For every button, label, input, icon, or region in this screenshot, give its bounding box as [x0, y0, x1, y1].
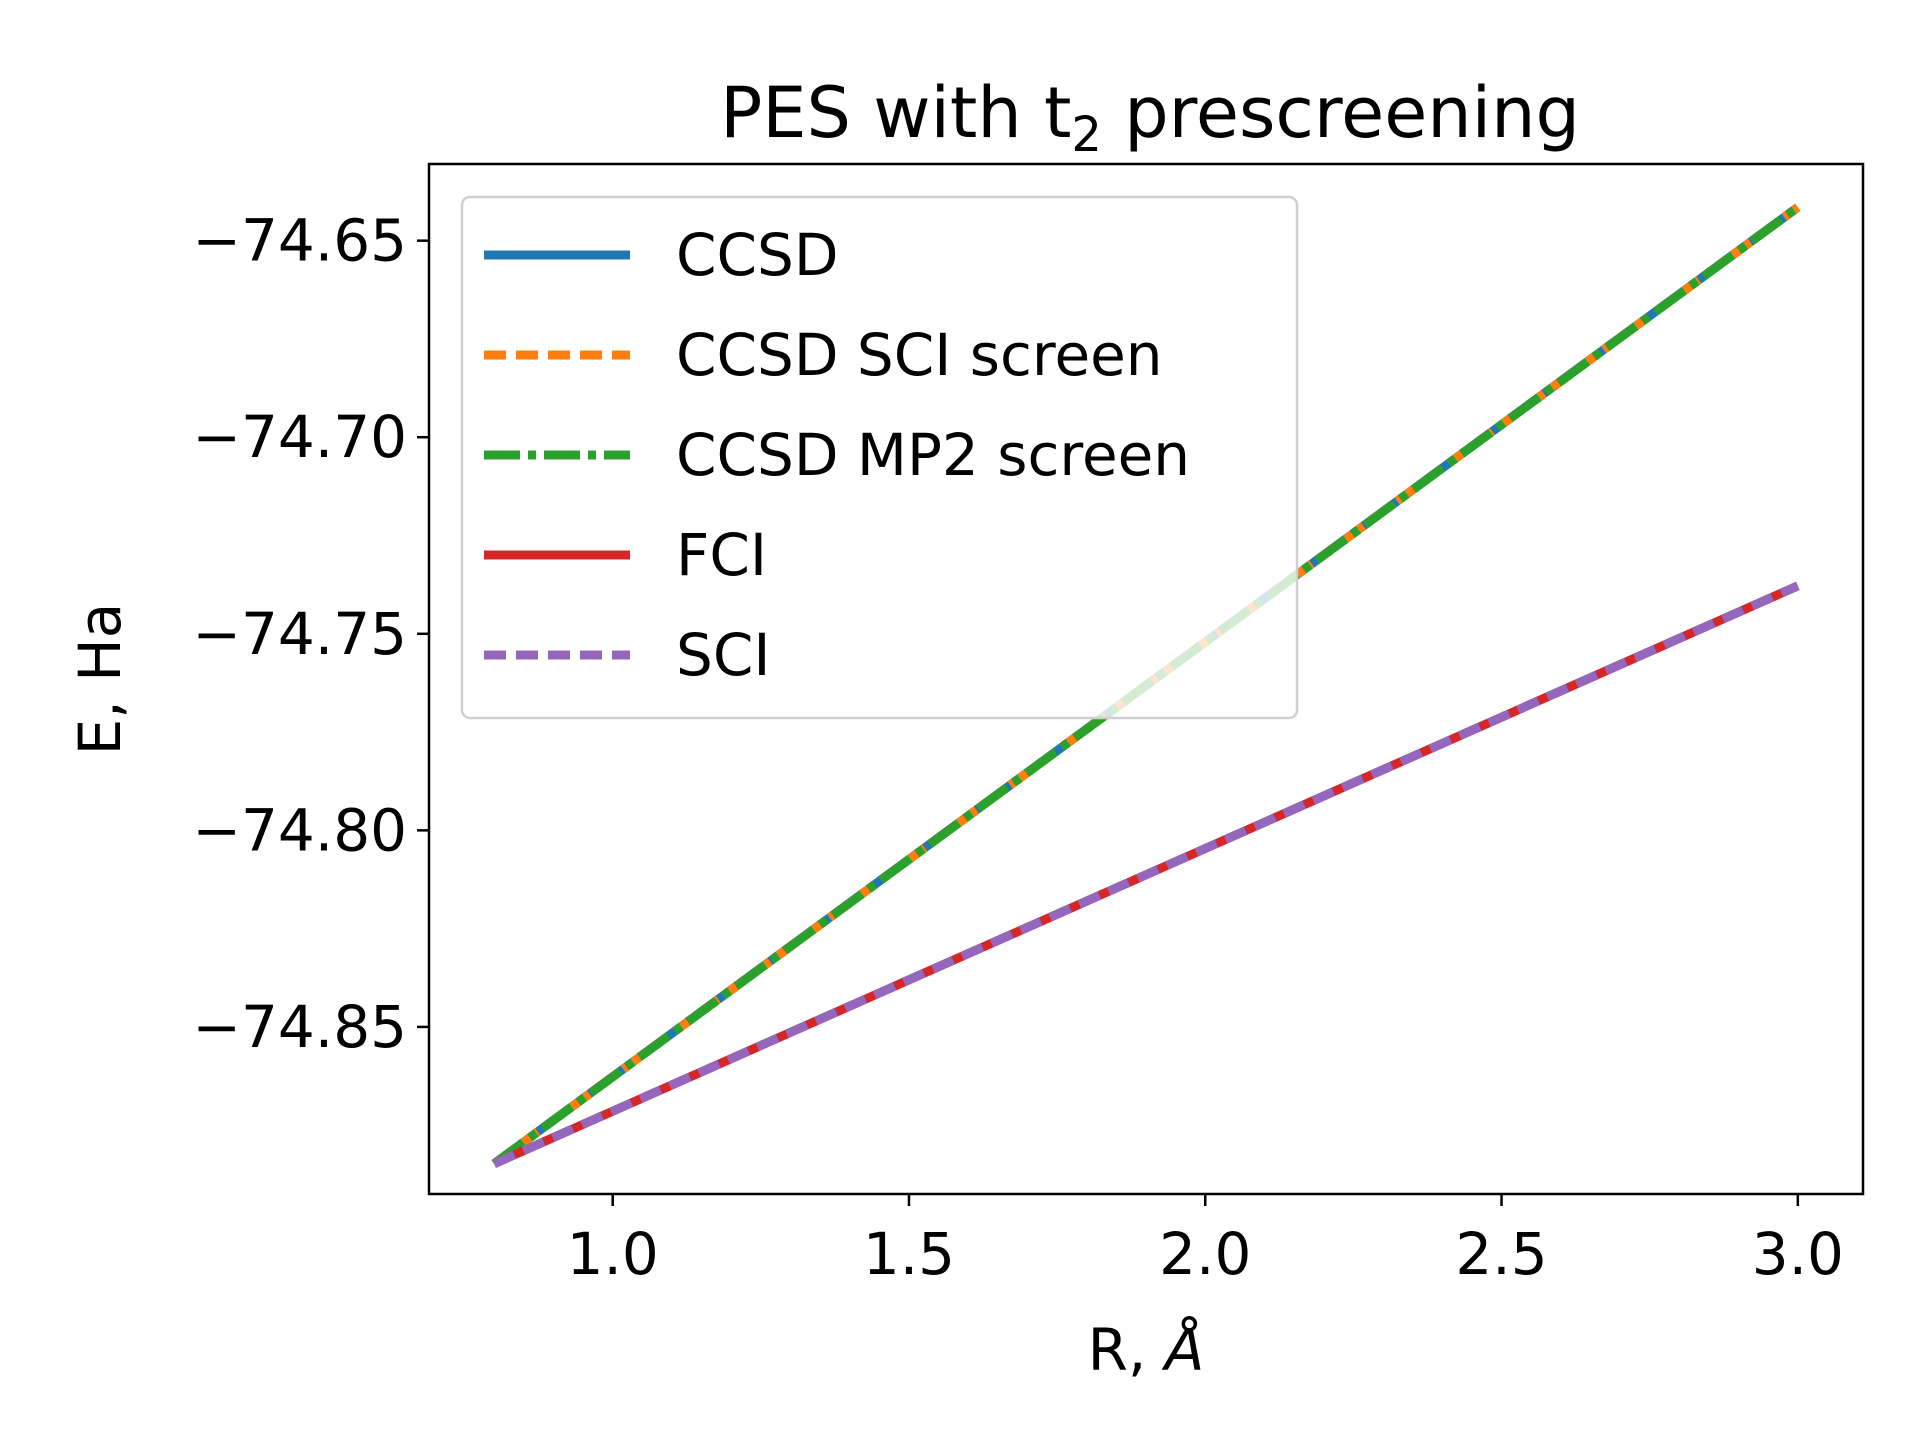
x-tick-label: 2.0	[1159, 1220, 1251, 1288]
legend-label-2: CCSD SCI screen	[676, 321, 1163, 389]
x-tick-label: 1.0	[567, 1220, 659, 1288]
y-tick-label: −74.80	[192, 796, 407, 864]
x-axis-ticks: 1.0 1.5 2.0 2.5 3.0	[567, 1194, 1844, 1288]
y-axis-ticks: −74.65 −74.70 −74.75 −74.80 −74.85	[192, 207, 429, 1061]
chart-title-subscript: 2	[1071, 107, 1102, 163]
legend-label-1: CCSD	[676, 221, 838, 289]
legend-label-4: FCI	[676, 521, 767, 589]
y-tick-label: −74.75	[192, 600, 407, 668]
legend-label-3: CCSD MP2 screen	[676, 421, 1190, 489]
chart-title-rest: prescreening	[1102, 72, 1580, 154]
y-tick-label: −74.70	[192, 403, 407, 471]
legend: CCSD CCSD SCI screen CCSD MP2 screen FCI SCI	[460, 195, 1299, 720]
x-axis-label-main: R,	[1088, 1316, 1165, 1384]
x-tick-label: 1.5	[863, 1220, 955, 1288]
x-axis-label-unit: Å	[1161, 1315, 1205, 1384]
y-tick-label: −74.65	[192, 207, 407, 275]
plot-border	[427, 162, 1865, 1196]
y-tick-label: −74.85	[192, 993, 407, 1061]
series-line-5	[492, 581, 1800, 1168]
chart-title-main: PES with t	[720, 72, 1071, 154]
x-axis-label: R, Å	[1088, 1315, 1205, 1384]
chart-title: PES with t2 prescreening	[720, 72, 1580, 163]
x-tick-label: 2.5	[1455, 1220, 1547, 1288]
y-axis-label: E, Ha	[66, 603, 134, 756]
legend-box	[460, 195, 1299, 720]
legend-items: CCSD CCSD SCI screen CCSD MP2 screen FCI SCI	[484, 221, 1190, 689]
legend-label-5: SCI	[676, 621, 770, 689]
x-tick-label: 3.0	[1752, 1220, 1844, 1288]
